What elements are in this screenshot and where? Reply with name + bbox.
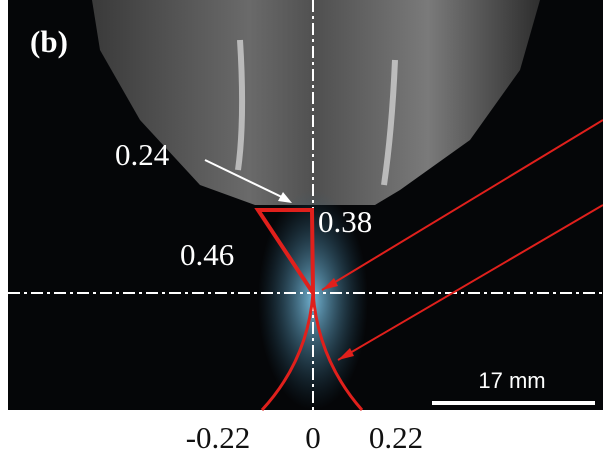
x-label: -0.22 (186, 420, 251, 455)
x-label: 0.22 (369, 420, 423, 455)
scale-bar-label: 17 mm (478, 368, 545, 393)
annotation: 0.38 (318, 204, 372, 239)
page: {"panel_label": "(b)", "annotations": {"… (0, 0, 603, 459)
figure: (b) 0.24 0.38 0.46 17 mm -0.22 0 0.22 (0, 0, 603, 459)
annotation: 0.46 (180, 237, 234, 272)
annotation: 0.24 (115, 137, 170, 172)
panel-label: (b) (30, 24, 68, 59)
x-label: 0 (305, 420, 321, 455)
